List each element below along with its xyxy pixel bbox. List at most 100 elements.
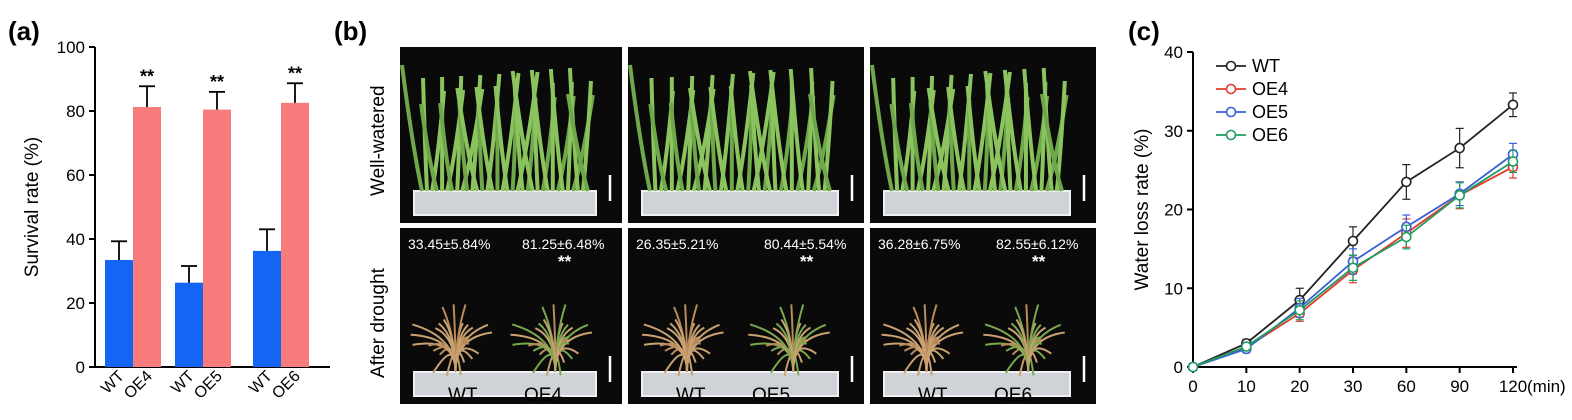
data-point-oe6 [1401,231,1412,243]
leaf [965,85,982,192]
legend-label: OE5 [1252,102,1288,122]
leaf [808,93,832,192]
leaf [628,64,652,192]
tray [413,371,597,397]
dry-leaf [686,326,705,373]
panel-label-a: (a) [8,16,40,46]
leaf [400,64,424,192]
significance-mark: ** [800,252,814,271]
leaf [419,103,440,192]
leaf [926,87,951,192]
legend-label: OE6 [1252,125,1288,145]
plant-image [628,64,854,216]
x-tick-label: OE6 [269,368,304,403]
plant-image [400,64,612,216]
plant-image [881,304,1086,397]
leaf [708,86,729,192]
x-tick-label: OE5 [191,368,226,403]
row-label-after-drought: After drought [368,268,389,378]
significance-mark: ** [210,72,224,92]
dry-leaf [554,326,574,373]
panel-label-c: (c) [1128,16,1160,46]
y-tick-label: 0 [76,358,85,377]
leaf [688,87,712,192]
leaf [946,86,967,192]
genotype-label-wt: WT [918,385,948,406]
leaf [983,70,1008,192]
photo-well-watered [870,47,1096,223]
dry-leaf [1027,326,1047,373]
oe-survival-text: 80.44±5.54% [764,236,847,252]
data-point-wt [1507,99,1519,111]
leaf [529,69,550,192]
leaf [926,75,935,192]
leaf [908,102,925,192]
leaf [455,75,464,192]
plant-image [641,304,854,397]
photo-well-watered [400,47,622,223]
panel-a: (a) 0 20 40 60 80 100 Survival rate (%) WT ** OE4… [0,0,340,415]
significance-mark: ** [558,252,572,271]
significance-mark: ** [288,63,302,83]
y-tick-label: 30 [1164,122,1183,141]
x-axis-label: (min) [1527,377,1566,396]
y-tick-label: 0 [1174,358,1183,377]
legend-label: WT [1252,56,1280,76]
row-label-well-watered: Well-watered [368,85,389,196]
tray [641,190,839,216]
oe-survival-text: 81.25±6.48% [522,236,605,252]
x-tick-label: 20 [1290,377,1309,396]
genotype-label-oe: OE4 [524,385,563,406]
data-point-oe6 [1187,361,1199,373]
x-tick-label: 90 [1450,377,1469,396]
data-point-oe6 [1454,190,1465,201]
dry-leaf [792,326,812,373]
panel-label-b: (b) [334,16,368,46]
tray [413,190,597,216]
y-tick-label: 100 [57,38,85,57]
y-axis-label: Water loss rate (%) [1132,129,1153,291]
leaf [788,68,805,192]
tray [641,371,839,397]
leaf [768,69,789,192]
leaf [474,86,495,192]
bar-oe5 [203,109,231,367]
wt-survival-text: 33.45±5.84% [408,236,491,252]
leaf [438,102,455,192]
oe-survival-text: 82.55±6.12% [996,236,1079,252]
leaf [649,77,658,192]
genotype-label-wt: WT [448,385,478,406]
legend-marker [1225,83,1237,95]
genotype-label-oe: OE6 [994,385,1033,406]
y-axis-label: Survival rate (%) [22,137,43,277]
leaf [510,70,535,192]
x-tick-label: 30 [1344,377,1363,396]
tray [883,190,1071,216]
y-tick-label: 10 [1164,279,1183,298]
panel-b: (b) Well-watered After drought 33.45±5.8… [330,0,1120,415]
wt-survival-text: 26.35±5.21% [636,236,719,252]
data-point-wt [1401,176,1412,188]
significance-mark: ** [1032,252,1046,271]
leaf [455,87,480,192]
data-point-wt [1347,235,1359,247]
photo-after-drought [400,228,622,404]
plant-image [870,64,1086,216]
x-tick-label: OE4 [121,368,156,403]
y-tick-label: 40 [66,230,85,249]
leaf [668,102,685,192]
leaf [548,68,565,192]
legend-marker [1225,60,1237,72]
genotype-label-wt: WT [676,385,706,406]
leaf [689,101,702,192]
plant-image [410,304,612,397]
leaf [889,103,910,192]
leaf [748,70,772,192]
data-point-oe6 [1241,341,1252,352]
bar-oe4 [133,107,161,367]
leaf [1040,93,1064,192]
y-tick-label: 20 [66,294,85,313]
y-tick-label: 60 [66,166,85,185]
leaf [809,67,822,192]
